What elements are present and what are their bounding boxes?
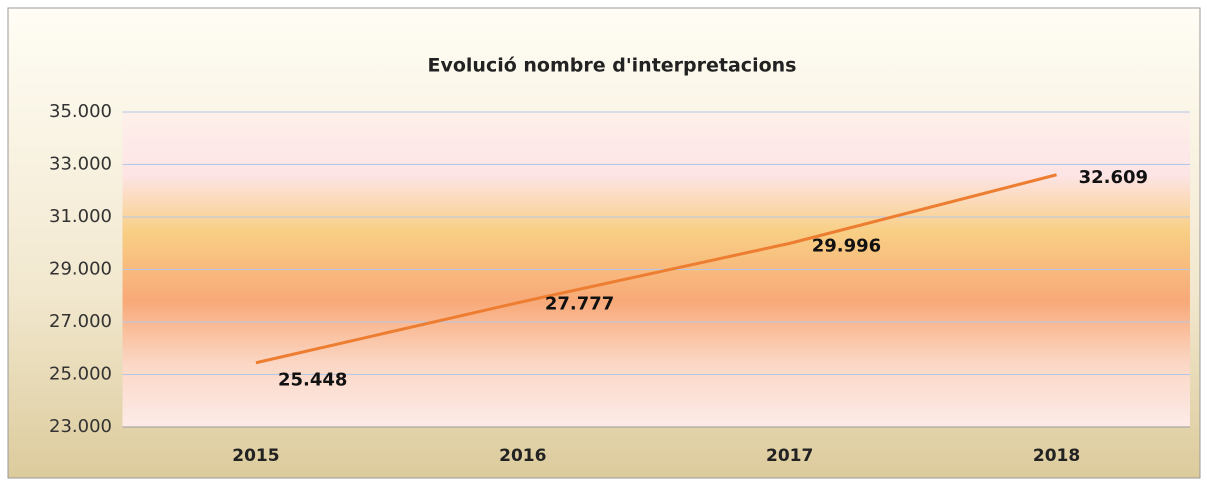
y-tick-label: 23.000 [49, 416, 112, 437]
chart-title: Evolució nombre d'interpretacions [428, 55, 797, 77]
y-tick-label: 31.000 [49, 206, 112, 227]
y-tick-label: 35.000 [49, 101, 112, 122]
y-tick-label: 33.000 [49, 154, 112, 175]
y-tick-label: 25.000 [49, 364, 112, 385]
y-tick-label: 27.000 [49, 311, 112, 332]
data-label: 29.996 [812, 235, 881, 256]
line-series [255, 173, 1057, 365]
data-label: 27.777 [545, 294, 614, 315]
y-tick-label: 29.000 [49, 259, 112, 280]
x-tick-label: 2015 [232, 446, 279, 466]
data-label: 25.448 [278, 370, 347, 391]
x-tick-label: 2018 [1033, 446, 1080, 466]
x-tick-label: 2016 [499, 446, 546, 466]
x-tick-label: 2017 [766, 446, 813, 466]
data-label: 32.609 [1079, 167, 1148, 188]
